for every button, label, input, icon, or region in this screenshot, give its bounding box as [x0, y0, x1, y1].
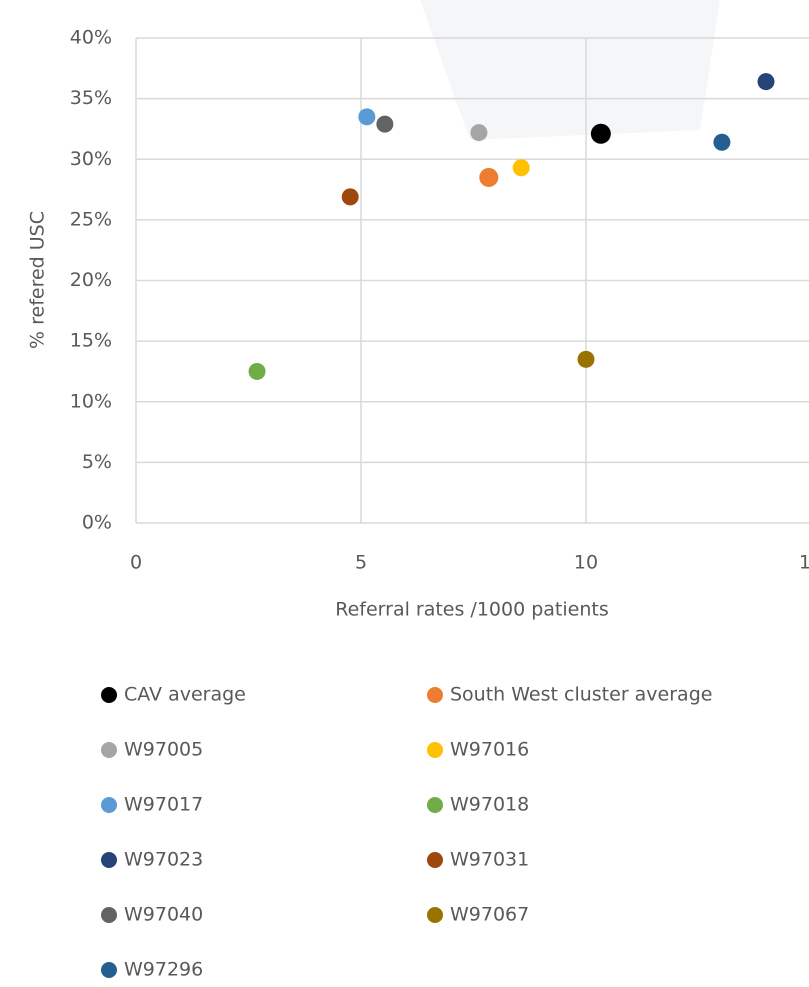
point [757, 73, 775, 91]
y-tick-label: 25% [70, 208, 112, 230]
y-tick-label: 15% [70, 330, 112, 352]
point [470, 124, 488, 142]
x-tick-label: 10 [574, 552, 598, 574]
y-tick-label: 5% [82, 451, 112, 473]
legend-marker [427, 852, 443, 868]
legend-label: CAV average [124, 684, 246, 706]
y-tick-label: 40% [70, 27, 112, 49]
point [713, 133, 731, 151]
legend-label: South West cluster average [450, 684, 712, 706]
legend-label: W97031 [450, 849, 529, 871]
x-tick-label: 0 [130, 552, 142, 574]
y-tick-label: 30% [70, 148, 112, 170]
legend-label: W97040 [124, 904, 203, 926]
y-tick-label: 20% [70, 269, 112, 291]
legend-label: W97067 [450, 904, 529, 926]
y-tick-label: 0% [82, 512, 112, 534]
legend-label: W97016 [450, 739, 529, 761]
legend-marker [101, 962, 117, 978]
legend-marker [101, 797, 117, 813]
x-tick-label: 5 [355, 552, 367, 574]
point [376, 115, 394, 133]
legend-marker [427, 907, 443, 923]
y-tick-label: 35% [70, 87, 112, 109]
legend-marker [101, 907, 117, 923]
x-axis-title: Referral rates /1000 patients [335, 599, 609, 621]
point [577, 350, 595, 368]
point [479, 167, 499, 187]
legend-label: W97017 [124, 794, 203, 816]
legend-marker [101, 852, 117, 868]
legend-marker [427, 797, 443, 813]
legend-label: W97023 [124, 849, 203, 871]
legend-marker [101, 687, 117, 703]
point [341, 188, 359, 206]
point [358, 108, 376, 126]
point [248, 362, 266, 380]
x-tick-label: 15 [799, 552, 809, 574]
legend-marker [101, 742, 117, 758]
legend-marker [427, 687, 443, 703]
legend-label: W97018 [450, 794, 529, 816]
background-shape [420, 0, 720, 140]
point [590, 123, 611, 144]
legend-label: W97005 [124, 739, 203, 761]
y-tick-label: 10% [70, 390, 112, 412]
y-axis-title: % refered USC [27, 211, 49, 349]
legend-label: W97296 [124, 959, 203, 981]
legend-marker [427, 742, 443, 758]
point [512, 159, 530, 177]
